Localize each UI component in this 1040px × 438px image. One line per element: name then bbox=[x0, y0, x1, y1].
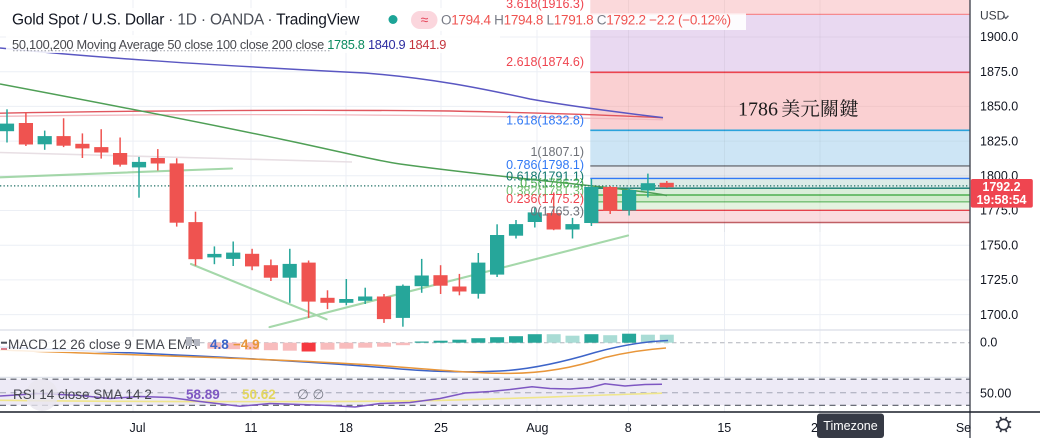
svg-text:0.382(1781.3): 0.382(1781.3) bbox=[506, 184, 584, 198]
svg-text:19:58:54: 19:58:54 bbox=[976, 193, 1026, 207]
svg-text:Se: Se bbox=[956, 421, 971, 435]
svg-text:8: 8 bbox=[625, 421, 632, 435]
svg-text:O1794.4 H1794.8 L1791.8 C1792.: O1794.4 H1794.8 L1791.8 C1792.2 −2.2 (−0… bbox=[441, 13, 731, 28]
svg-text:1(1807.1): 1(1807.1) bbox=[530, 145, 584, 159]
svg-text:4.8: 4.8 bbox=[210, 337, 229, 352]
svg-text:0(1765.3): 0(1765.3) bbox=[530, 205, 584, 219]
svg-text:≈: ≈ bbox=[421, 12, 429, 28]
svg-text:1750.0: 1750.0 bbox=[980, 238, 1018, 252]
svg-text:Gold Spot / U.S. Dollar · 1D ·: Gold Spot / U.S. Dollar · 1D · OANDA · T… bbox=[12, 12, 360, 29]
svg-text:50,100,200 Moving Average 50 c: 50,100,200 Moving Average 50 close 100 c… bbox=[12, 37, 446, 52]
svg-text:USD: USD bbox=[980, 9, 1006, 23]
svg-text:0.5(1786.2): 0.5(1786.2) bbox=[520, 177, 584, 191]
svg-text:Jul: Jul bbox=[130, 421, 146, 435]
svg-text:1825.0: 1825.0 bbox=[980, 134, 1018, 148]
svg-text:3.618(1916.3): 3.618(1916.3) bbox=[506, 0, 584, 11]
svg-text:18: 18 bbox=[339, 421, 353, 435]
svg-text:1.618(1832.8): 1.618(1832.8) bbox=[506, 114, 584, 128]
svg-text:2.618(1874.6): 2.618(1874.6) bbox=[506, 55, 584, 69]
svg-text:1900.0: 1900.0 bbox=[980, 30, 1018, 44]
svg-text:RSI 14 close SMA 14 2: RSI 14 close SMA 14 2 bbox=[13, 387, 152, 402]
svg-text:25: 25 bbox=[434, 421, 448, 435]
svg-text:50.00: 50.00 bbox=[980, 387, 1011, 401]
svg-text:Aug: Aug bbox=[526, 421, 548, 435]
svg-text:Timezone: Timezone bbox=[823, 419, 877, 433]
svg-text:0.0: 0.0 bbox=[980, 336, 997, 350]
svg-text:∅ ∅: ∅ ∅ bbox=[297, 387, 325, 402]
svg-text:1786: 1786 bbox=[738, 99, 778, 121]
svg-text:11: 11 bbox=[245, 421, 258, 435]
svg-text:50.62: 50.62 bbox=[242, 387, 276, 402]
svg-text:1850.0: 1850.0 bbox=[980, 100, 1018, 114]
svg-text:1875.0: 1875.0 bbox=[980, 65, 1018, 79]
svg-text:1792.2: 1792.2 bbox=[982, 180, 1020, 194]
svg-text:1725.0: 1725.0 bbox=[980, 273, 1018, 287]
svg-text:0.786(1798.1): 0.786(1798.1) bbox=[506, 158, 584, 172]
svg-text:58.89: 58.89 bbox=[186, 387, 220, 402]
svg-text:1700.0: 1700.0 bbox=[980, 308, 1018, 322]
svg-text:0.236(1775.2): 0.236(1775.2) bbox=[506, 192, 584, 206]
svg-text:0.618(1791.1): 0.618(1791.1) bbox=[506, 170, 584, 184]
svg-text:15: 15 bbox=[717, 421, 731, 435]
svg-text:−4.9: −4.9 bbox=[233, 337, 260, 352]
svg-text:MACD 12 26 close 9 EMA EMA: MACD 12 26 close 9 EMA EMA bbox=[8, 337, 197, 352]
